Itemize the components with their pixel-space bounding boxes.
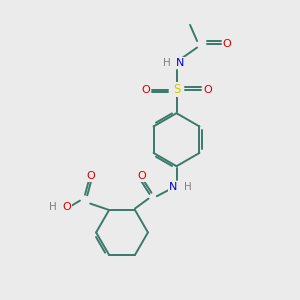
Text: H: H — [163, 58, 171, 68]
Text: H: H — [184, 182, 192, 192]
Text: H: H — [49, 202, 57, 212]
Text: O: O — [223, 39, 232, 49]
Text: O: O — [203, 85, 212, 94]
Text: N: N — [169, 182, 177, 192]
Text: O: O — [137, 171, 146, 181]
Text: O: O — [87, 171, 95, 181]
Text: N: N — [176, 58, 184, 68]
Text: O: O — [141, 85, 150, 94]
Text: S: S — [173, 83, 180, 96]
Text: O: O — [62, 202, 71, 212]
